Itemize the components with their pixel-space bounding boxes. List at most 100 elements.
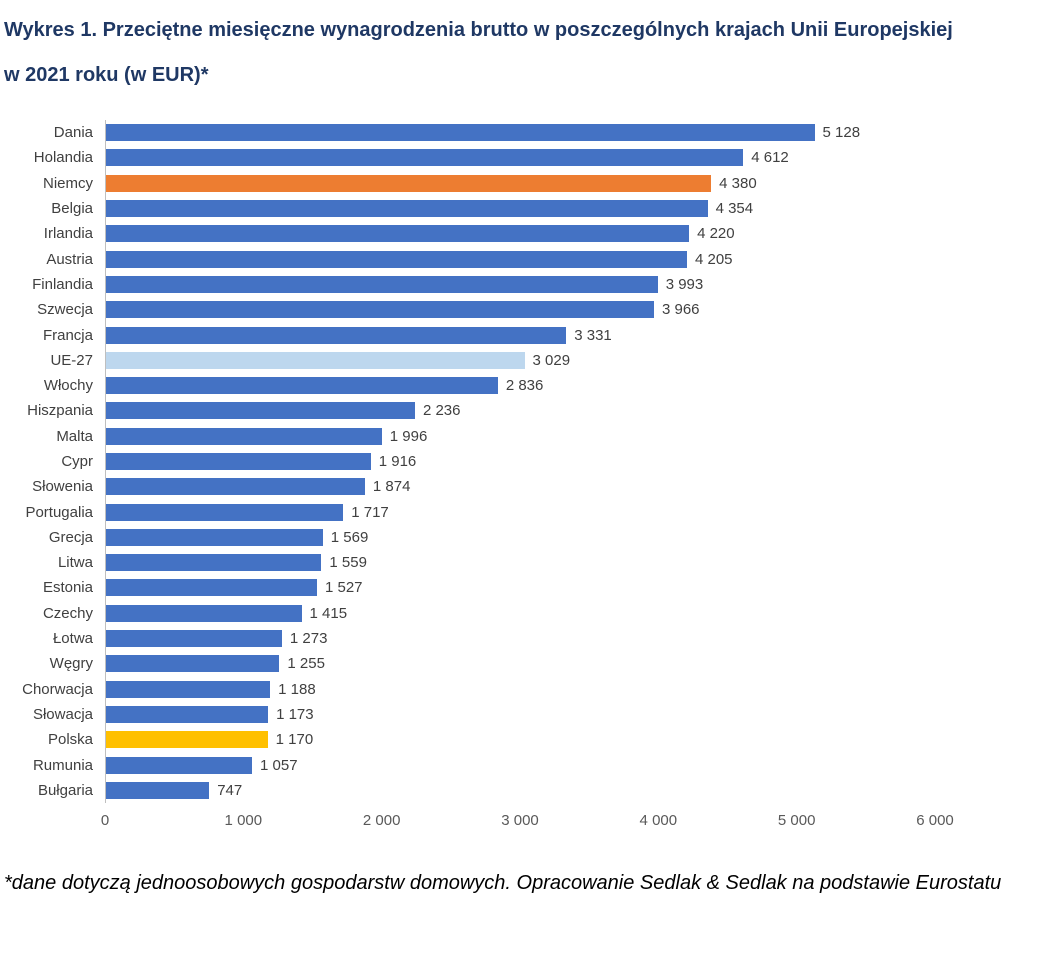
category-label: Irlandia — [43, 225, 93, 243]
bar-track: 4 205 — [105, 246, 935, 272]
bar — [106, 301, 654, 319]
chart-row: Łotwa 1 273 — [0, 625, 1040, 652]
category-label: Łotwa — [52, 630, 93, 648]
bar-track: 1 057 — [105, 752, 935, 778]
bar-track: 2 236 — [105, 398, 935, 424]
value-label: 747 — [217, 781, 243, 799]
bar — [106, 427, 382, 445]
x-axis: 0 1 000 2 000 3 000 4 000 5 000 6 000 — [0, 812, 1040, 834]
category-label: Holandia — [33, 149, 93, 167]
chart-row: Bułgaria 747 — [0, 777, 1040, 804]
value-label: 1 188 — [278, 680, 316, 698]
chart-page: Wykres 1. Przeciętne miesięczne wynagrod… — [0, 19, 1040, 894]
category-label: Litwa — [57, 554, 93, 572]
bar — [106, 554, 322, 572]
bar — [106, 705, 269, 723]
category-label: Słowacja — [32, 705, 93, 723]
value-label: 3 331 — [574, 326, 612, 344]
x-tick-label: 1 000 — [224, 812, 263, 830]
chart-row: Polska 1 170 — [0, 727, 1040, 753]
bar — [106, 149, 744, 167]
category-label: Węgry — [49, 655, 93, 673]
chart-row: Irlandia 4 220 — [0, 221, 1040, 247]
value-label: 1 916 — [378, 453, 417, 470]
category-label: Austria — [46, 250, 93, 268]
category-label: Hiszpania — [27, 402, 93, 420]
bar — [106, 478, 365, 496]
bar-track: 1 273 — [105, 625, 935, 652]
chart-row: Słowacja 1 173 — [0, 701, 1040, 728]
x-tick-label: 5 000 — [777, 812, 816, 830]
chart-row: Holandia 4 612 — [0, 145, 1040, 171]
chart-row: UE-27 3 029 — [0, 347, 1040, 373]
category-label: Rumunia — [32, 756, 93, 774]
x-tick-label: 4 000 — [639, 812, 678, 830]
bar — [106, 250, 687, 268]
value-label: 1 559 — [329, 554, 367, 572]
bar-track: 1 874 — [105, 474, 935, 500]
category-label: Chorwacja — [22, 680, 93, 698]
chart-row: Rumunia 1 057 — [0, 752, 1040, 778]
bar — [106, 756, 253, 774]
bar-track: 1 717 — [105, 499, 935, 525]
chart-row: Niemcy 4 380 — [0, 170, 1040, 196]
bar-track: 1 188 — [105, 676, 935, 702]
chart-row: Hiszpania 2 236 — [0, 398, 1040, 424]
bar-chart: Dania 5 128 Holandia 4 612 Niemcy 4 380 Belgia… — [0, 120, 1040, 834]
chart-row: Austria 4 205 — [0, 246, 1040, 272]
bar — [106, 528, 323, 546]
value-label: 4 354 — [715, 200, 754, 218]
bar-track: 1 170 — [105, 727, 935, 753]
bar — [106, 503, 344, 521]
value-label: 4 220 — [697, 225, 735, 243]
chart-row: Litwa 1 559 — [0, 550, 1040, 576]
bar — [106, 604, 302, 622]
chart-row: Finlandia 3 993 — [0, 271, 1040, 298]
bar — [106, 225, 690, 243]
value-label: 4 612 — [751, 149, 789, 167]
chart-row: Francja 3 331 — [0, 322, 1040, 348]
value-label: 5 128 — [822, 124, 861, 142]
bar — [106, 453, 371, 470]
category-label: Słowenia — [32, 478, 93, 496]
value-label: 1 255 — [287, 655, 325, 673]
chart-row: Portugalia 1 717 — [0, 499, 1040, 525]
value-label: 1 415 — [309, 604, 348, 622]
category-label: Grecja — [48, 528, 93, 546]
chart-row: Chorwacja 1 188 — [0, 676, 1040, 702]
bar — [106, 377, 498, 395]
chart-row: Słowenia 1 874 — [0, 474, 1040, 500]
bar — [106, 731, 268, 749]
bar-track: 3 331 — [105, 322, 935, 348]
x-axis-ticks: 0 1 000 2 000 3 000 4 000 5 000 6 000 — [101, 812, 954, 834]
x-tick-label: 0 — [100, 812, 110, 830]
bar-track: 747 — [105, 777, 935, 804]
category-label: Portugalia — [25, 503, 93, 521]
category-label: Bułgaria — [37, 781, 93, 799]
category-label: Estonia — [42, 579, 93, 597]
bar-track: 1 173 — [105, 701, 935, 728]
value-label: 1 057 — [260, 756, 298, 774]
chart-row: Dania 5 128 — [0, 120, 1040, 146]
bar-track: 1 916 — [105, 448, 935, 475]
bar-track: 3 029 — [105, 347, 935, 373]
category-label: Polska — [47, 731, 93, 749]
bar-track: 1 996 — [105, 423, 935, 449]
bar — [106, 579, 317, 597]
category-label: UE-27 — [50, 351, 93, 369]
value-label: 3 966 — [661, 301, 700, 319]
value-label: 2 836 — [505, 377, 544, 395]
bar-track: 3 966 — [105, 297, 935, 323]
bar — [106, 174, 712, 192]
chart-row: Cypr 1 916 — [0, 448, 1040, 475]
bar-track: 1 527 — [105, 575, 935, 601]
bar-track: 1 415 — [105, 600, 935, 626]
category-label: Finlandia — [32, 275, 93, 293]
bar-track: 1 255 — [105, 651, 935, 677]
bar — [106, 124, 815, 142]
bar — [106, 326, 567, 344]
value-label: 1 273 — [289, 630, 328, 648]
category-label: Francja — [42, 326, 93, 344]
chart-row: Grecja 1 569 — [0, 524, 1040, 551]
value-label: 1 527 — [324, 579, 363, 597]
